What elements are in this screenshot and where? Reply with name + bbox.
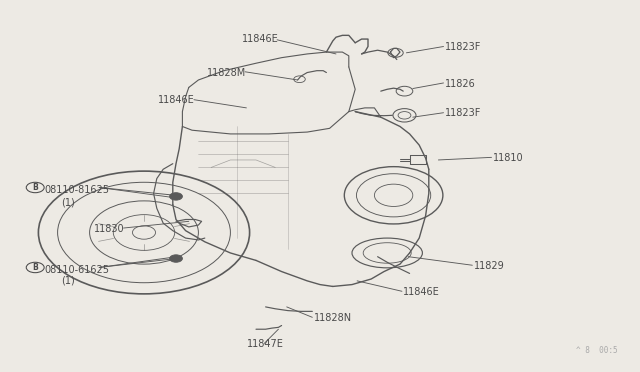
- Text: 11810: 11810: [493, 153, 524, 163]
- Text: 11823F: 11823F: [445, 42, 481, 51]
- Text: (1): (1): [61, 198, 74, 208]
- Text: 11846E: 11846E: [242, 34, 278, 44]
- Text: B: B: [33, 183, 38, 192]
- Text: 11847E: 11847E: [247, 339, 284, 349]
- Text: (1): (1): [61, 276, 74, 286]
- Text: 11830: 11830: [94, 224, 125, 234]
- Text: 11826: 11826: [445, 79, 476, 89]
- Text: 11829: 11829: [474, 261, 504, 271]
- Text: 08110-61625: 08110-61625: [45, 265, 110, 275]
- Text: 11846E: 11846E: [403, 287, 440, 297]
- Text: 11823F: 11823F: [445, 109, 481, 118]
- Text: 11828N: 11828N: [314, 313, 352, 323]
- Circle shape: [170, 193, 182, 200]
- Text: B: B: [33, 263, 38, 272]
- Text: 08110-81625: 08110-81625: [45, 185, 110, 195]
- Text: ^ 8  00:5: ^ 8 00:5: [576, 346, 618, 355]
- Text: 11846E: 11846E: [159, 96, 195, 105]
- Circle shape: [170, 255, 182, 262]
- Text: 11828M: 11828M: [207, 68, 246, 77]
